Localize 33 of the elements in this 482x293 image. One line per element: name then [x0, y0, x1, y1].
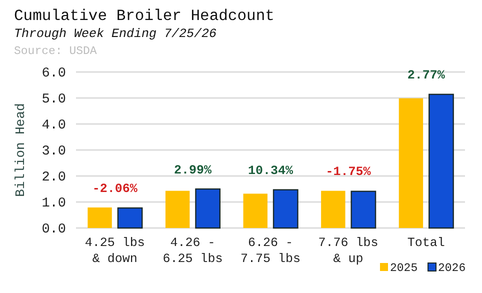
bar [321, 190, 346, 228]
y-tick-label: 1.0 [42, 196, 66, 212]
annotation: 2.99% [174, 163, 212, 178]
annotation: -1.75% [326, 165, 372, 180]
legend-label: 2026 [438, 262, 466, 275]
chart-subtitle: Through Week Ending 7/25/26 [14, 27, 218, 41]
legend-label: 2025 [390, 262, 418, 275]
bar [88, 207, 112, 228]
annotation: 10.34% [248, 164, 294, 178]
x-tick-label: 6.26 - 7.75 lbs [240, 236, 301, 266]
y-tick-label: 0.0 [42, 222, 66, 238]
x-tick-label: 4.25 lbs & down [84, 236, 145, 266]
bar [428, 94, 454, 229]
bar [350, 190, 376, 229]
chart-title: Cumulative Broiler Headcount [14, 7, 274, 25]
bar [117, 207, 143, 229]
y-tick-label: 3.0 [42, 144, 66, 160]
bar [243, 194, 268, 228]
y-tick-label: 6.0 [42, 66, 66, 82]
annotation: -2.06% [92, 182, 138, 196]
y-tick-label: 5.0 [42, 92, 66, 108]
bar [165, 190, 190, 228]
x-tick-label: 7.76 lbs & up [318, 236, 378, 266]
x-tick-label: Total [407, 236, 445, 250]
y-axis-title: Billion Head [13, 103, 28, 197]
annotation: 2.77% [407, 68, 446, 83]
x-tick-label: 4.26 - 6.25 lbs [162, 236, 223, 266]
bar [272, 189, 298, 229]
bar [195, 188, 221, 229]
y-tick-label: 4.0 [42, 118, 66, 134]
y-tick-label: 2.0 [42, 170, 66, 186]
bar [398, 98, 424, 228]
source-note: Source: USDA [14, 45, 97, 58]
